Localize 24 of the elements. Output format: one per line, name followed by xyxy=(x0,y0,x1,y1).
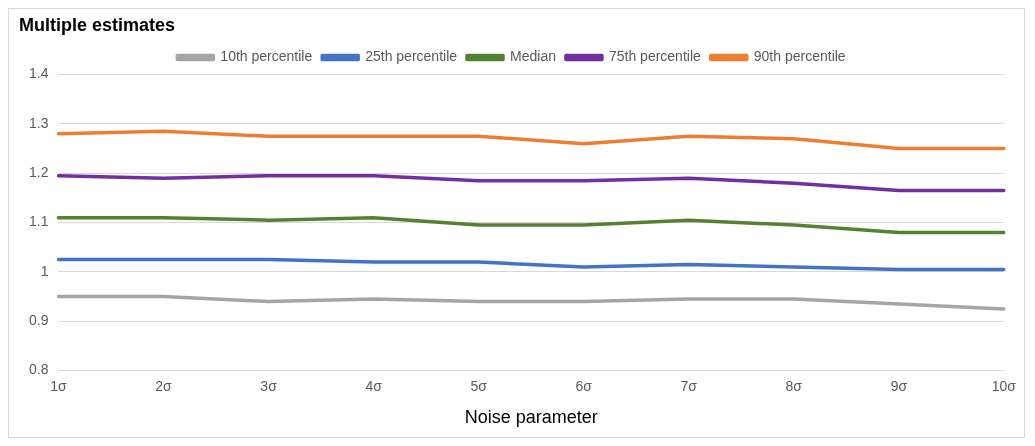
chart-title: Multiple estimates xyxy=(19,14,176,35)
x-tick-label: 9σ xyxy=(890,377,908,394)
x-tick-label: 6σ xyxy=(575,377,593,394)
y-tick-label: 1 xyxy=(40,262,49,279)
x-tick-label: 3σ xyxy=(260,377,278,394)
legend-label: Median xyxy=(510,48,556,65)
y-tick-label: 0.8 xyxy=(28,361,49,378)
x-tick-label: 2σ xyxy=(155,377,173,394)
legend-label: 90th percentile xyxy=(753,48,846,65)
x-tick-label: 7σ xyxy=(680,377,698,394)
legend-label: 75th percentile xyxy=(608,48,702,65)
x-axis-title: Noise parameter xyxy=(464,407,598,428)
y-tick-label: 0.9 xyxy=(28,312,49,329)
x-tick-label: 4σ xyxy=(365,377,383,394)
y-tick-label: 1.3 xyxy=(28,114,49,131)
legend-label: 10th percentile xyxy=(220,48,313,65)
legend-label: 25th percentile xyxy=(365,48,458,65)
x-tick-label: 8σ xyxy=(785,377,803,394)
y-tick-label: 1.1 xyxy=(28,213,49,230)
x-tick-label: 10σ xyxy=(991,377,1017,394)
x-tick-label: 1σ xyxy=(50,377,68,394)
y-tick-label: 1.4 xyxy=(28,65,49,82)
x-tick-label: 5σ xyxy=(470,377,488,394)
y-tick-label: 1.2 xyxy=(28,164,49,181)
